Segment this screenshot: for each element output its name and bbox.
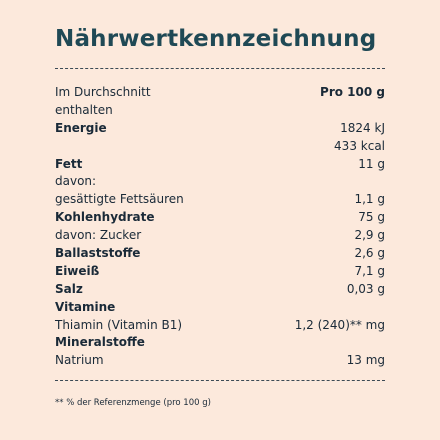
energie-kj-value: 1824 kJ <box>340 120 385 135</box>
table-row: Fett 11 g <box>55 156 385 174</box>
footnote: ** % der Referenzmenge (pro 100 g) <box>55 398 211 408</box>
header-label-line1: Im Durchschnitt <box>55 85 151 99</box>
salz-label: Salz <box>55 281 83 296</box>
thiamin-value: 1,2 (240)** mg <box>294 317 385 332</box>
salz-value: 0,03 g <box>346 281 385 296</box>
header-column-label: Pro 100 g <box>320 85 385 99</box>
header-label-line2: enthalten <box>55 102 113 117</box>
kohlenhydrate-value: 75 g <box>358 210 385 225</box>
table-row: davon: <box>55 173 385 191</box>
page-title: Nährwertkennzeichnung <box>55 26 377 52</box>
zucker-value: 2,9 g <box>354 228 385 243</box>
fett-value: 11 g <box>358 156 385 171</box>
fett-label: Fett <box>55 156 83 171</box>
table-row: davon: Zucker 2,9 g <box>55 227 385 245</box>
table-row: Energie 1824 kJ <box>55 120 385 138</box>
table-row: Mineralstoffe <box>55 334 385 352</box>
fettsaeuren-value: 1,1 g <box>354 192 385 207</box>
table-row: 433 kcal <box>55 138 385 156</box>
mineralstoffe-label: Mineralstoffe <box>55 335 145 350</box>
fettsaeuren-label: gesättigte Fettsäuren <box>55 192 184 207</box>
natrium-label: Natrium <box>55 353 104 368</box>
vitamine-label: Vitamine <box>55 299 116 314</box>
thiamin-label: Thiamin (Vitamin B1) <box>55 317 183 332</box>
table-row: Vitamine <box>55 299 385 317</box>
table-row: Natrium 13 mg <box>55 352 385 370</box>
table-row: Thiamin (Vitamin B1) 1,2 (240)** mg <box>55 317 385 335</box>
table-row: Im Durchschnitt Pro 100 g <box>55 84 385 102</box>
bottom-divider <box>55 380 385 381</box>
table-row: enthalten <box>55 102 385 120</box>
energie-label: Energie <box>55 120 107 135</box>
table-row: Kohlenhydrate 75 g <box>55 209 385 227</box>
eiweiss-label: Eiweiß <box>55 263 100 278</box>
energie-kcal-value: 433 kcal <box>334 138 385 153</box>
natrium-value: 13 mg <box>346 353 385 368</box>
ballaststoffe-label: Ballaststoffe <box>55 246 141 261</box>
top-divider <box>55 68 385 69</box>
zucker-label: davon: Zucker <box>55 228 142 243</box>
table-row: Ballaststoffe 2,6 g <box>55 245 385 263</box>
nutrition-table: Im Durchschnitt Pro 100 g enthalten Ener… <box>55 84 385 370</box>
table-row: Eiweiß 7,1 g <box>55 263 385 281</box>
davon-label: davon: <box>55 174 97 189</box>
ballaststoffe-value: 2,6 g <box>354 246 385 261</box>
table-row: Salz 0,03 g <box>55 281 385 299</box>
eiweiss-value: 7,1 g <box>354 263 385 278</box>
kohlenhydrate-label: Kohlenhydrate <box>55 210 155 225</box>
table-row: gesättigte Fettsäuren 1,1 g <box>55 191 385 209</box>
